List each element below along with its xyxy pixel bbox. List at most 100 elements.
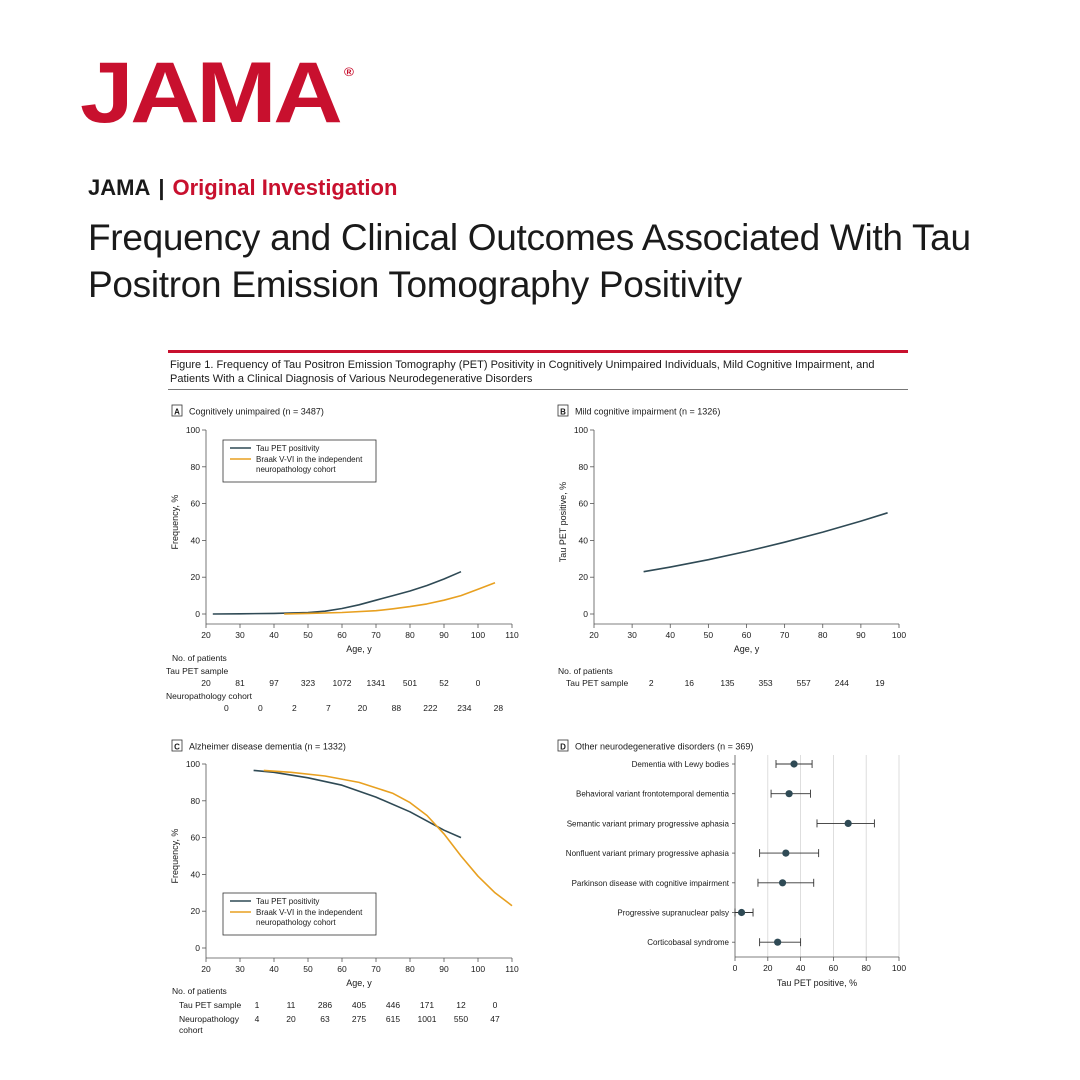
section-label: Original Investigation: [172, 175, 398, 200]
panel-A-y-label: Frequency, %: [170, 495, 180, 550]
panel-A-patients-count: 28: [494, 703, 504, 713]
panel-B-x-tick-label: 40: [666, 630, 676, 640]
panel-B-x-tick-label: 100: [892, 630, 906, 640]
panel-C-patients-heading: No. of patients: [172, 986, 227, 996]
panel-A-patients-count: 20: [201, 678, 211, 688]
panel-D-estimate-point: [774, 938, 782, 946]
panel-A-legend-label-cont: neuropathology cohort: [256, 465, 336, 474]
panel-A-patients-count: 0: [258, 703, 263, 713]
panel-B-patients-count: 2: [649, 678, 654, 688]
panel-C-patients-count: 20: [286, 1014, 296, 1024]
panel-D-category-label: Behavioral variant frontotemporal dement…: [576, 790, 730, 799]
panel-C-x-tick-label: 40: [269, 964, 279, 974]
panel-A-title: Cognitively unimpaired (n = 3487): [189, 407, 324, 417]
panel-A-y-tick-label: 0: [195, 609, 200, 619]
panel-C-patients-count: 615: [386, 1014, 400, 1024]
panel-D-category-label: Progressive supranuclear palsy: [617, 909, 729, 918]
panel-A-patients-count: 97: [269, 678, 279, 688]
panel-A-legend-label: Tau PET positivity: [256, 444, 319, 453]
panel-B-x-tick-label: 50: [704, 630, 714, 640]
panel-A-y-tick-label: 20: [191, 572, 201, 582]
panel-B-x-label: Age, y: [734, 644, 760, 654]
panel-C-patients-count: 446: [386, 1000, 400, 1010]
panel-D-category-label: Nonfluent variant primary progressive ap…: [566, 849, 730, 858]
panel-B-patients-count: 19: [875, 678, 885, 688]
panel-A-x-tick-label: 20: [201, 630, 211, 640]
panel-A-patients-row-label: Tau PET sample: [166, 666, 228, 676]
panel-A-patients-row-label: Neuropathology cohort: [166, 691, 253, 701]
panel-C-y-tick-label: 60: [191, 833, 201, 843]
panel-B-x-tick-label: 80: [818, 630, 828, 640]
panel-A-x-tick-label: 90: [439, 630, 449, 640]
panel-B-patients-count: 16: [685, 678, 695, 688]
panel-A-legend-label: Braak V-VI in the independent: [256, 455, 363, 464]
panel-D-estimate-point: [782, 849, 790, 857]
panel-C-patients-count: 550: [454, 1014, 468, 1024]
panel-A-patients-count: 0: [476, 678, 481, 688]
panel-D-estimate-point: [737, 908, 746, 917]
panel-A-patients-count: 501: [403, 678, 417, 688]
panel-C-y-tick-label: 80: [191, 796, 201, 806]
panel-B-x-tick-label: 70: [780, 630, 790, 640]
panel-B-x-tick-label: 20: [589, 630, 599, 640]
panel-B-y-tick-label: 20: [579, 572, 589, 582]
panel-A-patients-count: 52: [439, 678, 449, 688]
panel-D-x-tick-label: 0: [733, 963, 738, 973]
panel-C-patients-row-label: Tau PET sample: [179, 1000, 241, 1010]
panel-D-letter-box: [557, 739, 569, 752]
panel-A-y-tick-label: 100: [186, 425, 200, 435]
panel-C-patients-count: 0: [493, 1000, 498, 1010]
panel-A-x-tick-label: 80: [405, 630, 415, 640]
panel-B-patients-count: 353: [758, 678, 772, 688]
panel-D-estimate-point: [778, 879, 787, 887]
panel-A-patients-heading: No. of patients: [172, 653, 227, 663]
panel-B-y-tick-label: 40: [579, 535, 589, 545]
panel-C-patients-count: 405: [352, 1000, 366, 1010]
panel-A-y-tick-label: 80: [191, 462, 201, 472]
panel-A-patients-count: 20: [358, 703, 368, 713]
panel-B-letter-box: [557, 404, 569, 417]
panel-A-x-tick-label: 110: [505, 630, 519, 640]
figure-top-rule: [168, 350, 908, 353]
panel-B-y-tick-label: 0: [583, 609, 588, 619]
panel-C-patients-count: 4: [255, 1014, 260, 1024]
panel-C-patients-count: 63: [320, 1014, 330, 1024]
panel-D-x-tick-label: 80: [861, 963, 871, 973]
panel-C-patients-count: 1001: [418, 1014, 437, 1024]
panel-C-x-label: Age, y: [346, 978, 372, 988]
panel-D-x-label: Tau PET positive, %: [777, 978, 857, 988]
panel-B-patients-count: 557: [797, 678, 811, 688]
panel-B-y-tick-label: 80: [579, 462, 589, 472]
panel-B-patients-count: 244: [835, 678, 849, 688]
panel-C-letter: C: [174, 743, 180, 752]
panel-C-x-tick-label: 90: [439, 964, 449, 974]
panel-C-x-tick-label: 50: [303, 964, 313, 974]
panel-B-y-tick-label: 60: [579, 499, 589, 509]
panel-A-patients-count: 222: [423, 703, 437, 713]
panel-A-x-tick-label: 70: [371, 630, 381, 640]
panel-A-patients-count: 81: [235, 678, 245, 688]
header-separator: |: [158, 175, 165, 200]
panel-A-y-tick-label: 60: [191, 499, 201, 509]
panel-A-x-tick-label: 50: [303, 630, 313, 640]
panel-D-category-label: Semantic variant primary progressive aph…: [567, 819, 730, 828]
panel-A-x-tick-label: 30: [235, 630, 245, 640]
panel-A-x-label: Age, y: [346, 644, 372, 654]
panel-C-x-tick-label: 80: [405, 964, 415, 974]
journal-name: JAMA: [88, 175, 151, 200]
panel-D-x-tick-label: 40: [796, 963, 806, 973]
panel-A-letter: A: [174, 408, 180, 417]
panel-A-x-tick-label: 40: [269, 630, 279, 640]
panel-C-series-line-braak: [263, 769, 513, 907]
panel-B-x-tick-label: 30: [627, 630, 637, 640]
panel-A-patients-count: 1341: [367, 678, 386, 688]
panel-C-patients-count: 47: [490, 1014, 500, 1024]
panel-C-patients-count: 12: [456, 1000, 466, 1010]
panel-C-y-tick-label: 100: [186, 759, 200, 769]
panel-B-x-tick-label: 60: [742, 630, 752, 640]
panel-A-patients-count: 7: [326, 703, 331, 713]
figure-bottom-rule: [168, 389, 908, 390]
panel-C-patients-count: 275: [352, 1014, 366, 1024]
panel-A-x-tick-label: 60: [337, 630, 347, 640]
